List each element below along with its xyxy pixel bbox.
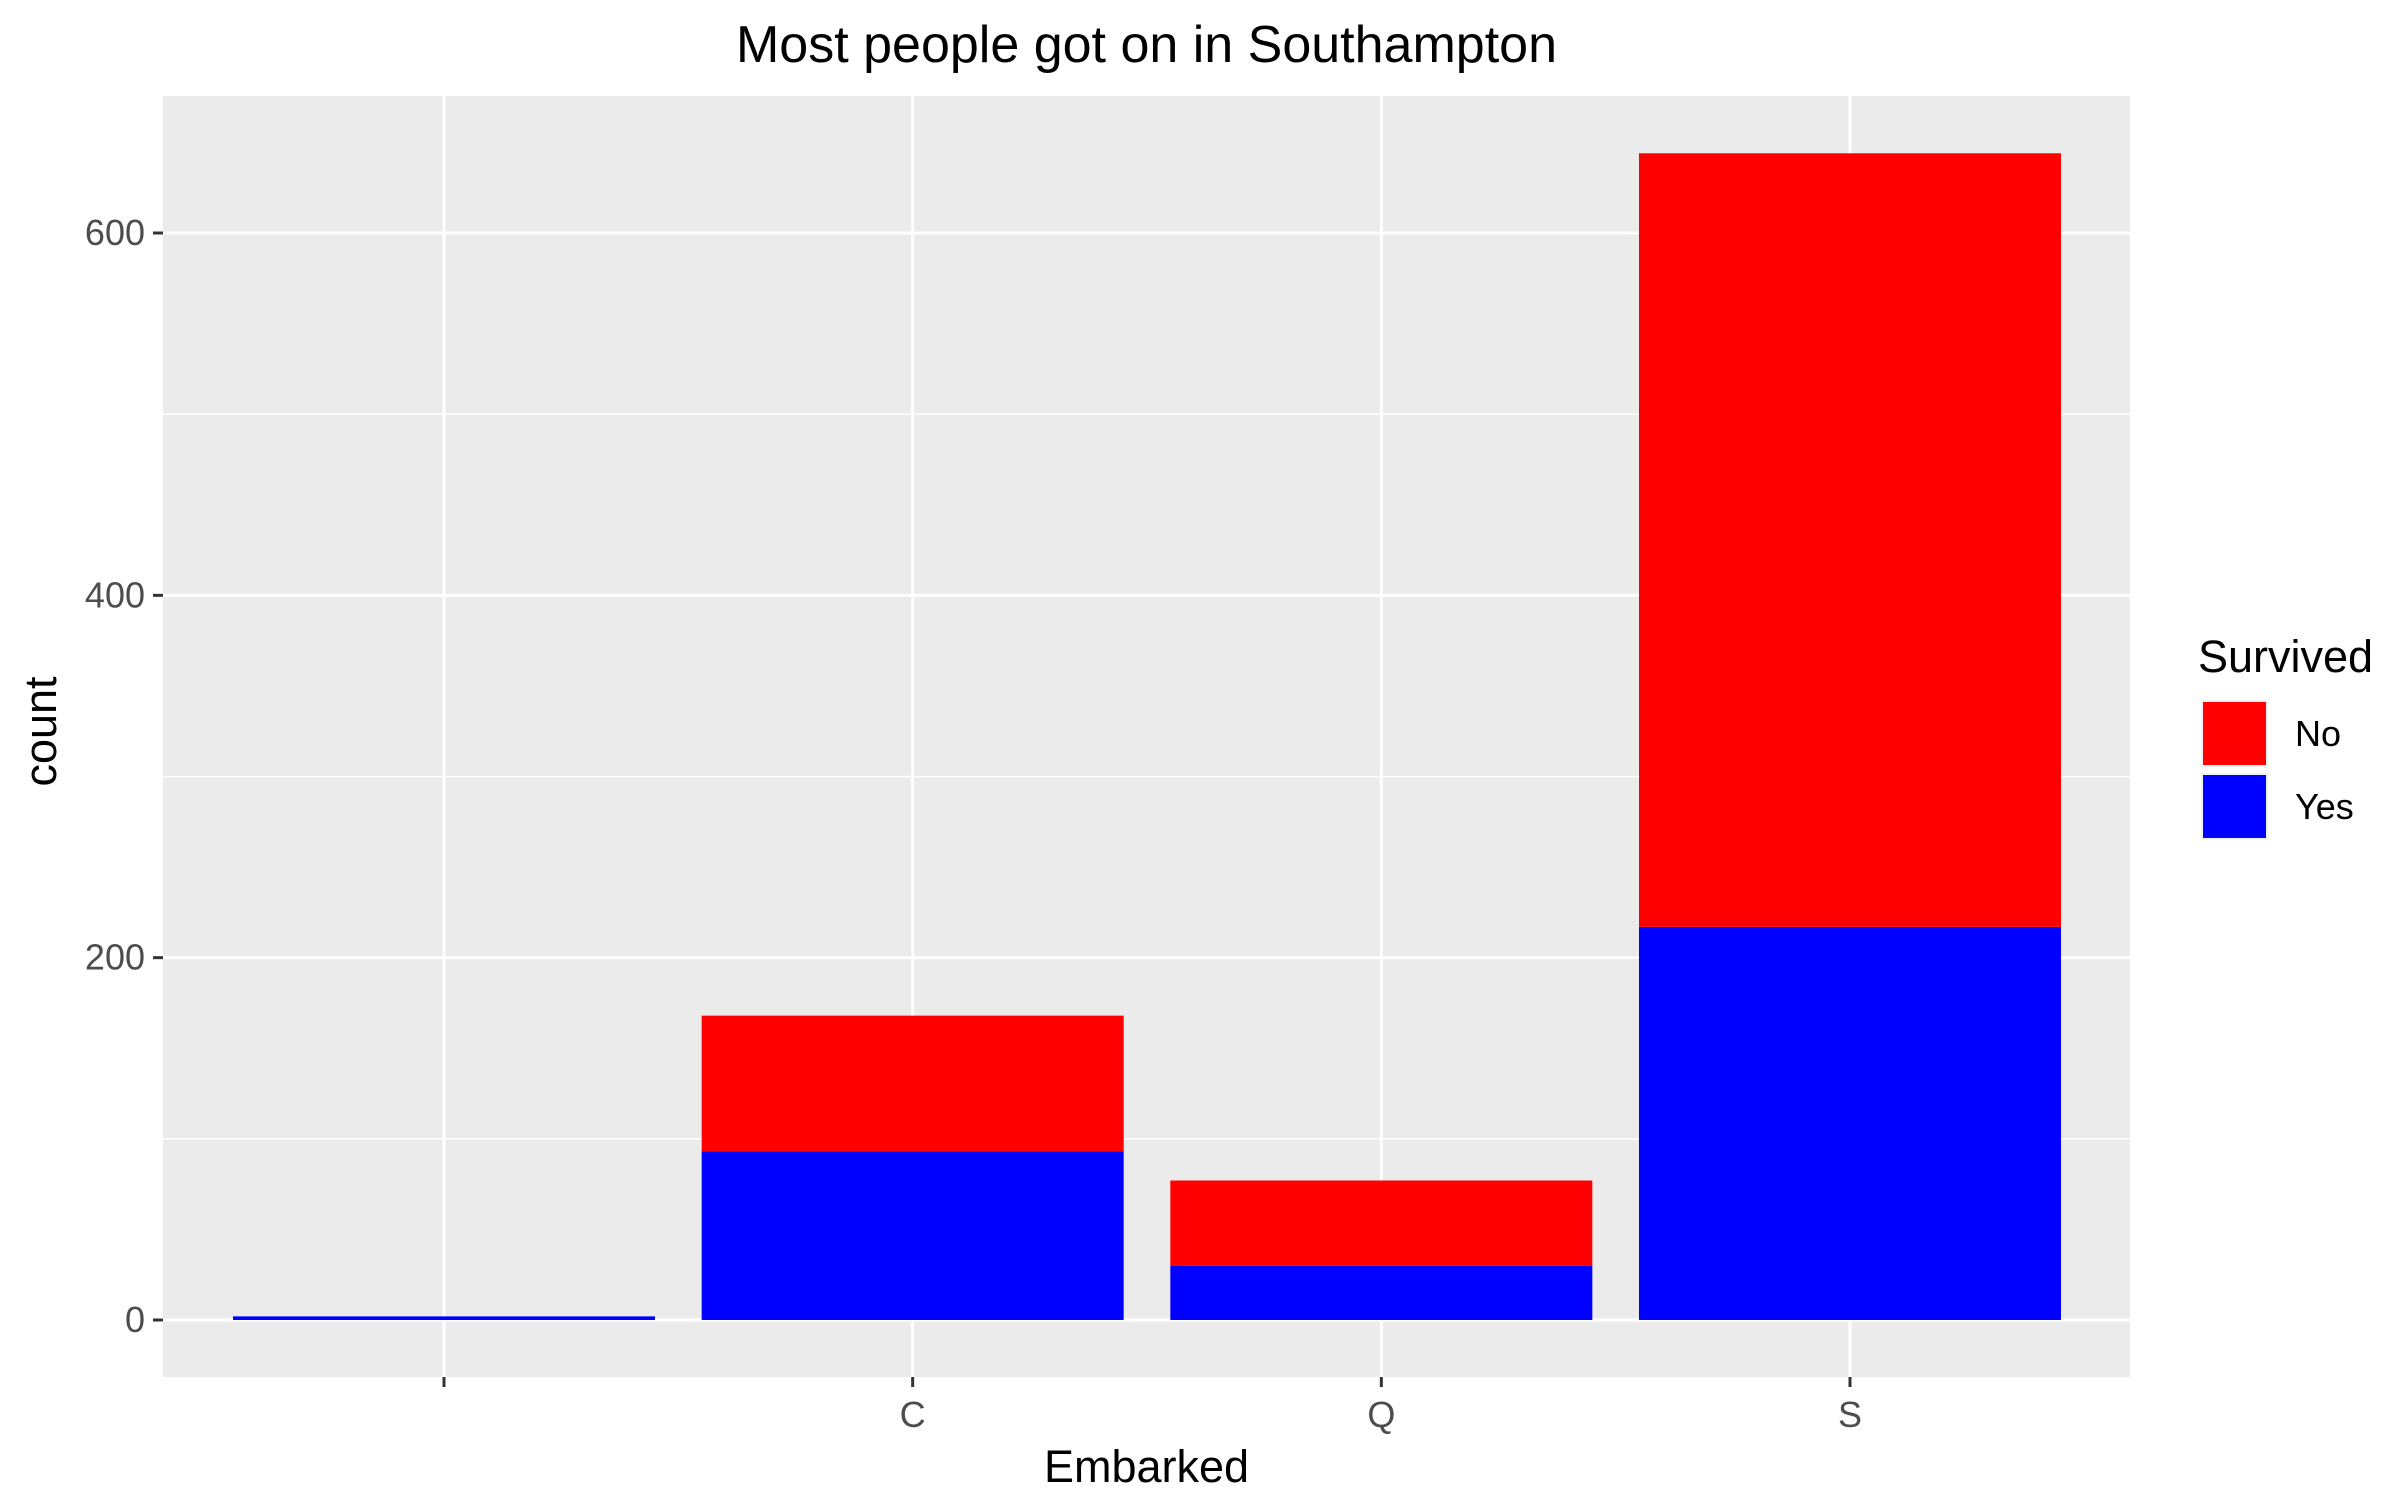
bar-yes-C bbox=[701, 1151, 1124, 1320]
bars bbox=[233, 153, 2061, 1320]
x-tick-label: Q bbox=[1367, 1394, 1395, 1435]
y-tick-label: 600 bbox=[85, 212, 145, 253]
x-axis-title: Embarked bbox=[1044, 1441, 1249, 1492]
bar-no-S bbox=[1639, 153, 2061, 927]
y-axis: 0 200 400 600 bbox=[85, 212, 163, 1340]
y-tick-label: 200 bbox=[85, 937, 145, 978]
bar-yes-S bbox=[1639, 926, 2061, 1320]
chart-title: Most people got on in Southampton bbox=[736, 16, 1557, 74]
bar-yes-Q bbox=[1170, 1265, 1593, 1320]
legend-title: Survived bbox=[2198, 631, 2373, 682]
y-tick-label: 0 bbox=[125, 1299, 145, 1340]
y-tick-label: 400 bbox=[85, 574, 145, 615]
x-tick-label: C bbox=[900, 1394, 926, 1435]
y-axis-title: count bbox=[15, 676, 66, 787]
legend: Survived No Yes bbox=[2198, 631, 2373, 840]
legend-label-yes: Yes bbox=[2295, 786, 2354, 827]
bar-yes-blank bbox=[233, 1316, 655, 1320]
legend-swatch-yes bbox=[2203, 775, 2266, 838]
bar-no-Q bbox=[1170, 1180, 1593, 1266]
legend-label-no: No bbox=[2295, 713, 2341, 754]
bar-no-C bbox=[701, 1015, 1124, 1152]
x-tick-label: S bbox=[1838, 1394, 1862, 1435]
legend-swatch-no bbox=[2203, 702, 2266, 765]
